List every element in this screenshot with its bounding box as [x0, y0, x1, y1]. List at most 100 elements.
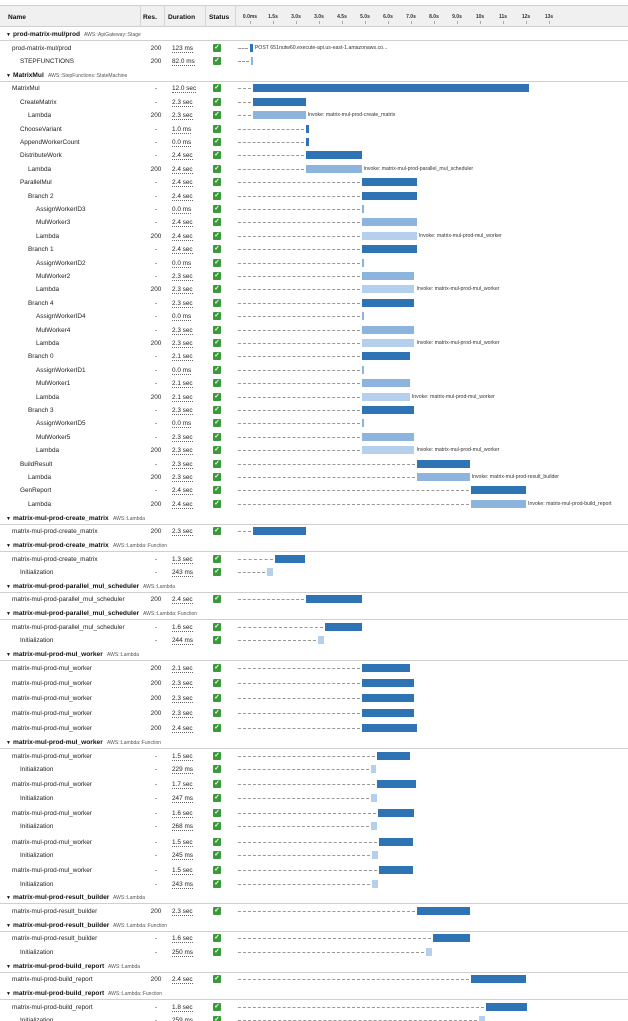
trace-row[interactable]: matrix-mul-prod-mul_worker - 1.6 sec ✓: [0, 807, 628, 820]
segment-duration[interactable]: 244 ms: [172, 637, 193, 646]
timeline-bar[interactable]: [361, 325, 415, 334]
timeline-bar[interactable]: [361, 204, 364, 213]
timeline-bar[interactable]: [378, 837, 414, 846]
segment-duration[interactable]: 2.4 sec: [172, 192, 193, 201]
trace-row[interactable]: Lambda 200 2.3 sec ✓ Invoke: matrix-mul-prod…: [0, 444, 628, 457]
trace-row[interactable]: MulWorker1 - 2.1 sec ✓: [0, 377, 628, 390]
segment-duration[interactable]: 0.0 ms: [172, 138, 192, 147]
trace-row[interactable]: matrix-mul-prod-build_report - 1.8 sec ✓: [0, 1001, 628, 1014]
segment-duration[interactable]: 123 ms: [172, 44, 193, 53]
section-header[interactable]: ▼ matrix-mul-prod-result_builder AWS::Lamb…: [0, 920, 628, 932]
section-header[interactable]: ▼ matrix-mul-prod-parallel_mul_scheduler A…: [0, 581, 628, 593]
section-header[interactable]: ▼ MatrixMul AWS::StepFunctions::StateMachi…: [0, 70, 628, 82]
segment-duration[interactable]: 2.3 sec: [172, 528, 193, 537]
segment-duration[interactable]: 2.3 sec: [172, 98, 193, 107]
segment-duration[interactable]: 245 ms: [172, 851, 193, 860]
trace-row[interactable]: matrix-mul-prod-create_matrix - 1.3 sec ✓: [0, 553, 628, 566]
trace-row[interactable]: Lambda 200 2.4 sec ✓ Invoke: matrix-mul-prod…: [0, 163, 628, 176]
trace-row[interactable]: BuildResult - 2.3 sec ✓: [0, 458, 628, 471]
collapse-triangle-icon[interactable]: ▼: [6, 515, 11, 522]
timeline-bar[interactable]: [252, 97, 306, 106]
collapse-triangle-icon[interactable]: ▼: [6, 32, 11, 38]
segment-duration[interactable]: 243 ms: [172, 880, 193, 889]
timeline-bar[interactable]: [361, 432, 415, 441]
segment-duration[interactable]: 0.0 ms: [172, 313, 192, 322]
section-header[interactable]: ▼ prod-matrix-mul/prod AWS::ApiGateway::St…: [0, 29, 628, 41]
segment-duration[interactable]: 2.3 sec: [172, 406, 193, 415]
collapse-triangle-icon[interactable]: ▼: [6, 543, 11, 549]
collapse-triangle-icon[interactable]: ▼: [6, 611, 11, 618]
segment-duration[interactable]: 2.4 sec: [172, 487, 193, 496]
segment-duration[interactable]: 2.3 sec: [172, 694, 193, 703]
collapse-triangle-icon[interactable]: ▼: [6, 991, 11, 997]
collapse-triangle-icon[interactable]: ▼: [6, 740, 11, 747]
trace-row[interactable]: Lambda 200 2.1 sec ✓ Invoke: matrix-mul-prod…: [0, 391, 628, 404]
trace-row[interactable]: ParallelMul - 2.4 sec ✓: [0, 176, 628, 189]
timeline-bar[interactable]: [361, 312, 364, 321]
trace-row[interactable]: Initialization - 250 ms ✓: [0, 946, 628, 959]
timeline-bar[interactable]: [252, 111, 306, 120]
timeline-bar[interactable]: [361, 663, 410, 672]
trace-row[interactable]: CreateMatrix - 2.3 sec ✓: [0, 96, 628, 109]
segment-duration[interactable]: 243 ms: [172, 568, 193, 577]
segment-duration[interactable]: 1.6 sec: [172, 809, 193, 818]
trace-row[interactable]: Initialization - 243 ms ✓: [0, 566, 628, 579]
collapse-triangle-icon[interactable]: ▼: [6, 652, 11, 658]
timeline-bar[interactable]: [250, 56, 253, 65]
trace-row[interactable]: AssignWorkerID4 - 0.0 ms ✓: [0, 310, 628, 323]
segment-duration[interactable]: 2.3 sec: [172, 433, 193, 442]
column-header-status[interactable]: Status: [209, 14, 230, 21]
trace-row[interactable]: MulWorker2 - 2.3 sec ✓: [0, 270, 628, 283]
trace-row[interactable]: Branch 2 - 2.4 sec ✓: [0, 190, 628, 203]
timeline-bar[interactable]: [371, 879, 378, 888]
segment-duration[interactable]: 2.4 sec: [172, 165, 193, 174]
trace-row[interactable]: matrix-mul-prod-mul_worker - 1.5 sec ✓: [0, 864, 628, 877]
timeline-bar[interactable]: [306, 124, 309, 133]
timeline-bar[interactable]: [416, 906, 470, 915]
timeline-bar[interactable]: [416, 459, 470, 468]
timeline-bar[interactable]: [306, 137, 309, 146]
segment-duration[interactable]: 247 ms: [172, 794, 193, 803]
segment-duration[interactable]: 2.4 sec: [172, 152, 193, 161]
segment-duration[interactable]: 2.4 sec: [172, 976, 193, 985]
trace-row[interactable]: Lambda 200 2.3 sec ✓ Invoke: matrix-mul-prod…: [0, 471, 628, 484]
segment-duration[interactable]: 12.0 sec: [172, 85, 197, 94]
trace-row[interactable]: Branch 3 - 2.3 sec ✓: [0, 404, 628, 417]
trace-row[interactable]: AssignWorkerID3 - 0.0 ms ✓: [0, 203, 628, 216]
timeline-bar[interactable]: [361, 352, 410, 361]
timeline-bar[interactable]: [306, 595, 362, 604]
timeline-bar[interactable]: [361, 724, 417, 733]
segment-duration[interactable]: 1.7 sec: [172, 781, 193, 790]
section-header[interactable]: ▼ matrix-mul-prod-parallel_mul_scheduler A…: [0, 608, 628, 621]
segment-duration[interactable]: 1.5 sec: [172, 752, 193, 761]
trace-row[interactable]: matrix-mul-prod-mul_worker - 1.5 sec ✓: [0, 750, 628, 763]
timeline-bar[interactable]: [370, 793, 377, 802]
section-header[interactable]: ▼ matrix-mul-prod-build_report AWS::Lambda: [0, 961, 628, 973]
segment-duration[interactable]: 1.5 sec: [172, 838, 193, 847]
segment-duration[interactable]: 0.0 ms: [172, 366, 192, 375]
segment-duration[interactable]: 2.4 sec: [172, 246, 193, 255]
timeline-bar[interactable]: [361, 218, 417, 227]
timeline-bar[interactable]: [376, 751, 410, 760]
timeline-bar[interactable]: [361, 178, 417, 187]
timeline-bar[interactable]: [361, 709, 415, 718]
collapse-triangle-icon[interactable]: ▼: [6, 895, 11, 902]
segment-duration[interactable]: 2.3 sec: [172, 272, 193, 281]
timeline-bar[interactable]: [267, 567, 273, 576]
segment-duration[interactable]: 250 ms: [172, 948, 193, 957]
timeline-bar[interactable]: [361, 191, 417, 200]
segment-duration[interactable]: 2.3 sec: [172, 339, 193, 348]
segment-duration[interactable]: 2.3 sec: [172, 679, 193, 688]
segment-duration[interactable]: 82.0 ms: [172, 57, 195, 66]
trace-row[interactable]: Lambda 200 2.4 sec ✓ Invoke: matrix-mul-prod…: [0, 498, 628, 511]
timeline-bar[interactable]: [361, 285, 415, 294]
timeline-bar[interactable]: [377, 808, 415, 817]
timeline-bar[interactable]: [250, 43, 253, 52]
timeline-bar[interactable]: [371, 850, 378, 859]
segment-duration[interactable]: 2.3 sec: [172, 710, 193, 719]
timeline-bar[interactable]: [253, 527, 307, 536]
column-header-duration[interactable]: Duration: [168, 14, 196, 21]
segment-duration[interactable]: 259 ms: [172, 1017, 193, 1021]
trace-row[interactable]: GenReport - 2.4 sec ✓: [0, 484, 628, 497]
timeline-bar[interactable]: [361, 392, 410, 401]
